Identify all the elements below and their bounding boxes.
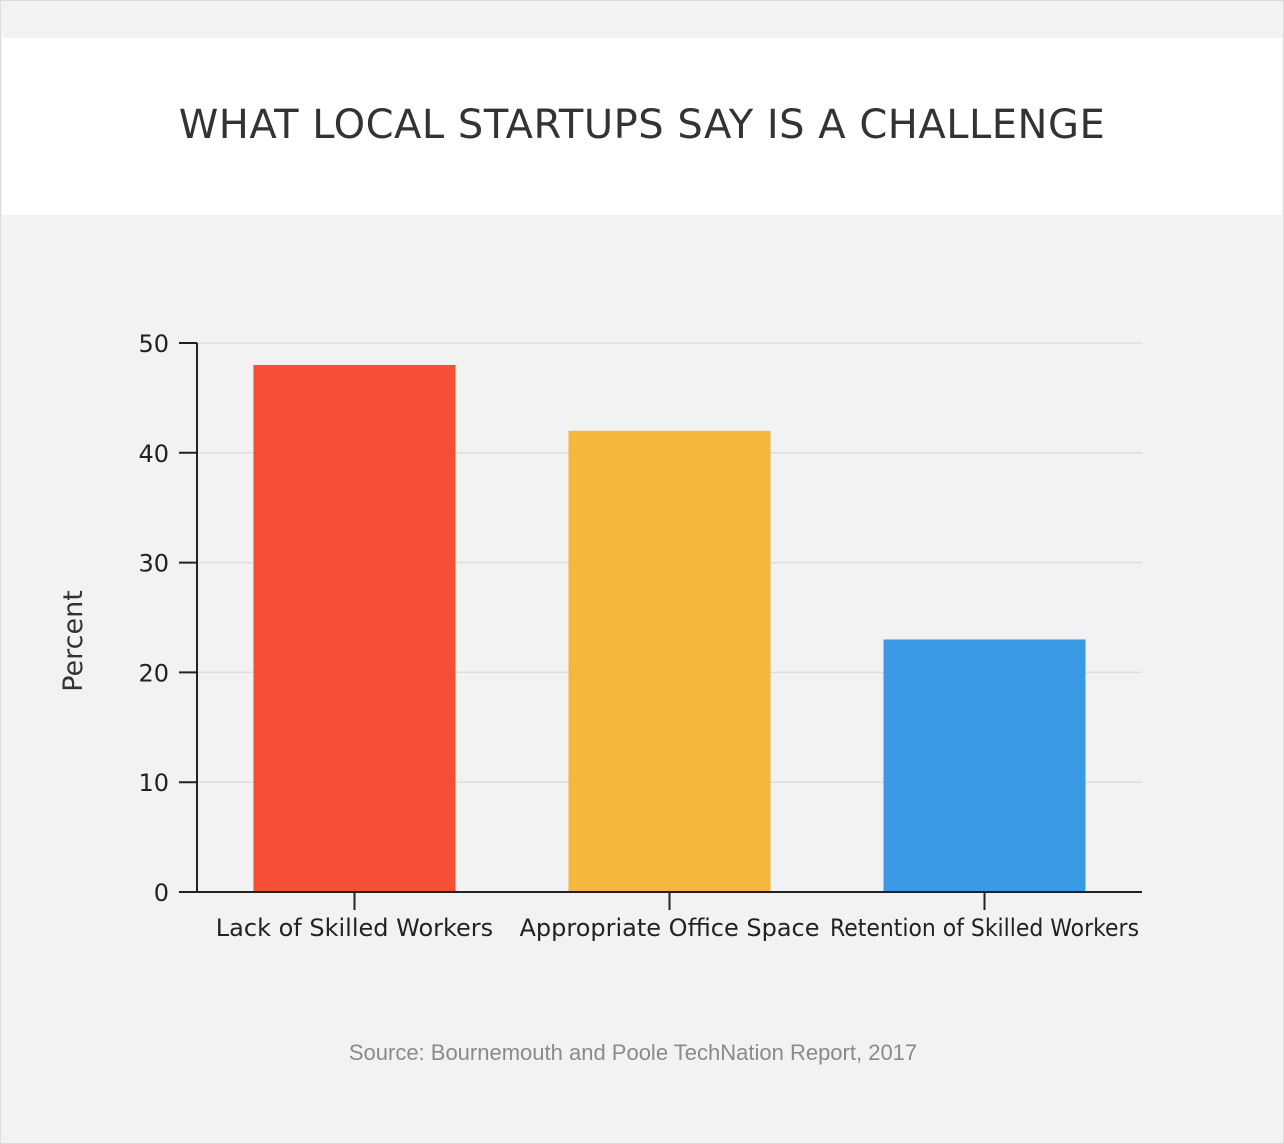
bar-2 [883, 639, 1086, 892]
x-tick-label-1: Appropriate Office Space [519, 914, 819, 942]
chart-title: WHAT LOCAL STARTUPS SAY IS A CHALLENGE [178, 101, 1106, 148]
y-tick-label-0: 0 [154, 879, 169, 907]
bar-1 [568, 430, 771, 892]
y-tick-label-1: 10 [138, 769, 169, 797]
title-band: WHAT LOCAL STARTUPS SAY IS A CHALLENGE [2, 38, 1282, 215]
y-axis-label: Percent [58, 590, 89, 692]
x-tick-label-0: Lack of Skilled Workers [216, 914, 493, 942]
y-tick-label-5: 50 [138, 330, 169, 358]
y-tick-label-4: 40 [138, 440, 169, 468]
y-tick-label-3: 30 [138, 550, 169, 578]
bars [253, 364, 1086, 893]
x-tick-label-2: Retention of Skilled Workers [830, 914, 1139, 942]
axes [179, 342, 1142, 910]
source-note: Source: Bournemouth and Poole TechNation… [348, 1040, 918, 1065]
axis-labels: 0 10 20 30 40 50 Lack of Skilled Workers Approp… [138, 330, 1139, 942]
bar-0 [253, 364, 456, 893]
y-tick-label-2: 20 [138, 659, 169, 687]
